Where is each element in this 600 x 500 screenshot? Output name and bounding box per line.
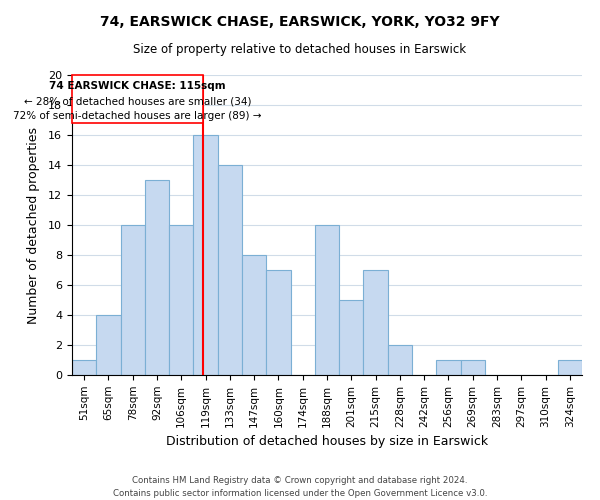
Bar bbox=[461, 360, 485, 375]
Text: 74, EARSWICK CHASE, EARSWICK, YORK, YO32 9FY: 74, EARSWICK CHASE, EARSWICK, YORK, YO32… bbox=[100, 15, 500, 29]
Text: 74 EARSWICK CHASE: 115sqm: 74 EARSWICK CHASE: 115sqm bbox=[49, 81, 226, 91]
Bar bbox=[218, 165, 242, 375]
Text: Size of property relative to detached houses in Earswick: Size of property relative to detached ho… bbox=[133, 42, 467, 56]
Bar bbox=[558, 360, 582, 375]
Text: Contains HM Land Registry data © Crown copyright and database right 2024.: Contains HM Land Registry data © Crown c… bbox=[132, 476, 468, 485]
Bar bbox=[72, 360, 96, 375]
Bar bbox=[96, 315, 121, 375]
Bar bbox=[169, 225, 193, 375]
X-axis label: Distribution of detached houses by size in Earswick: Distribution of detached houses by size … bbox=[166, 435, 488, 448]
Bar bbox=[436, 360, 461, 375]
Bar bbox=[242, 255, 266, 375]
Y-axis label: Number of detached properties: Number of detached properties bbox=[27, 126, 40, 324]
Bar bbox=[388, 345, 412, 375]
Text: 72% of semi-detached houses are larger (89) →: 72% of semi-detached houses are larger (… bbox=[13, 111, 262, 121]
Text: Contains public sector information licensed under the Open Government Licence v3: Contains public sector information licen… bbox=[113, 489, 487, 498]
Text: ← 28% of detached houses are smaller (34): ← 28% of detached houses are smaller (34… bbox=[24, 96, 251, 106]
Bar bbox=[193, 135, 218, 375]
Bar bbox=[339, 300, 364, 375]
Bar bbox=[364, 270, 388, 375]
FancyBboxPatch shape bbox=[72, 75, 203, 123]
Bar bbox=[145, 180, 169, 375]
Bar bbox=[121, 225, 145, 375]
Bar bbox=[266, 270, 290, 375]
Bar bbox=[315, 225, 339, 375]
